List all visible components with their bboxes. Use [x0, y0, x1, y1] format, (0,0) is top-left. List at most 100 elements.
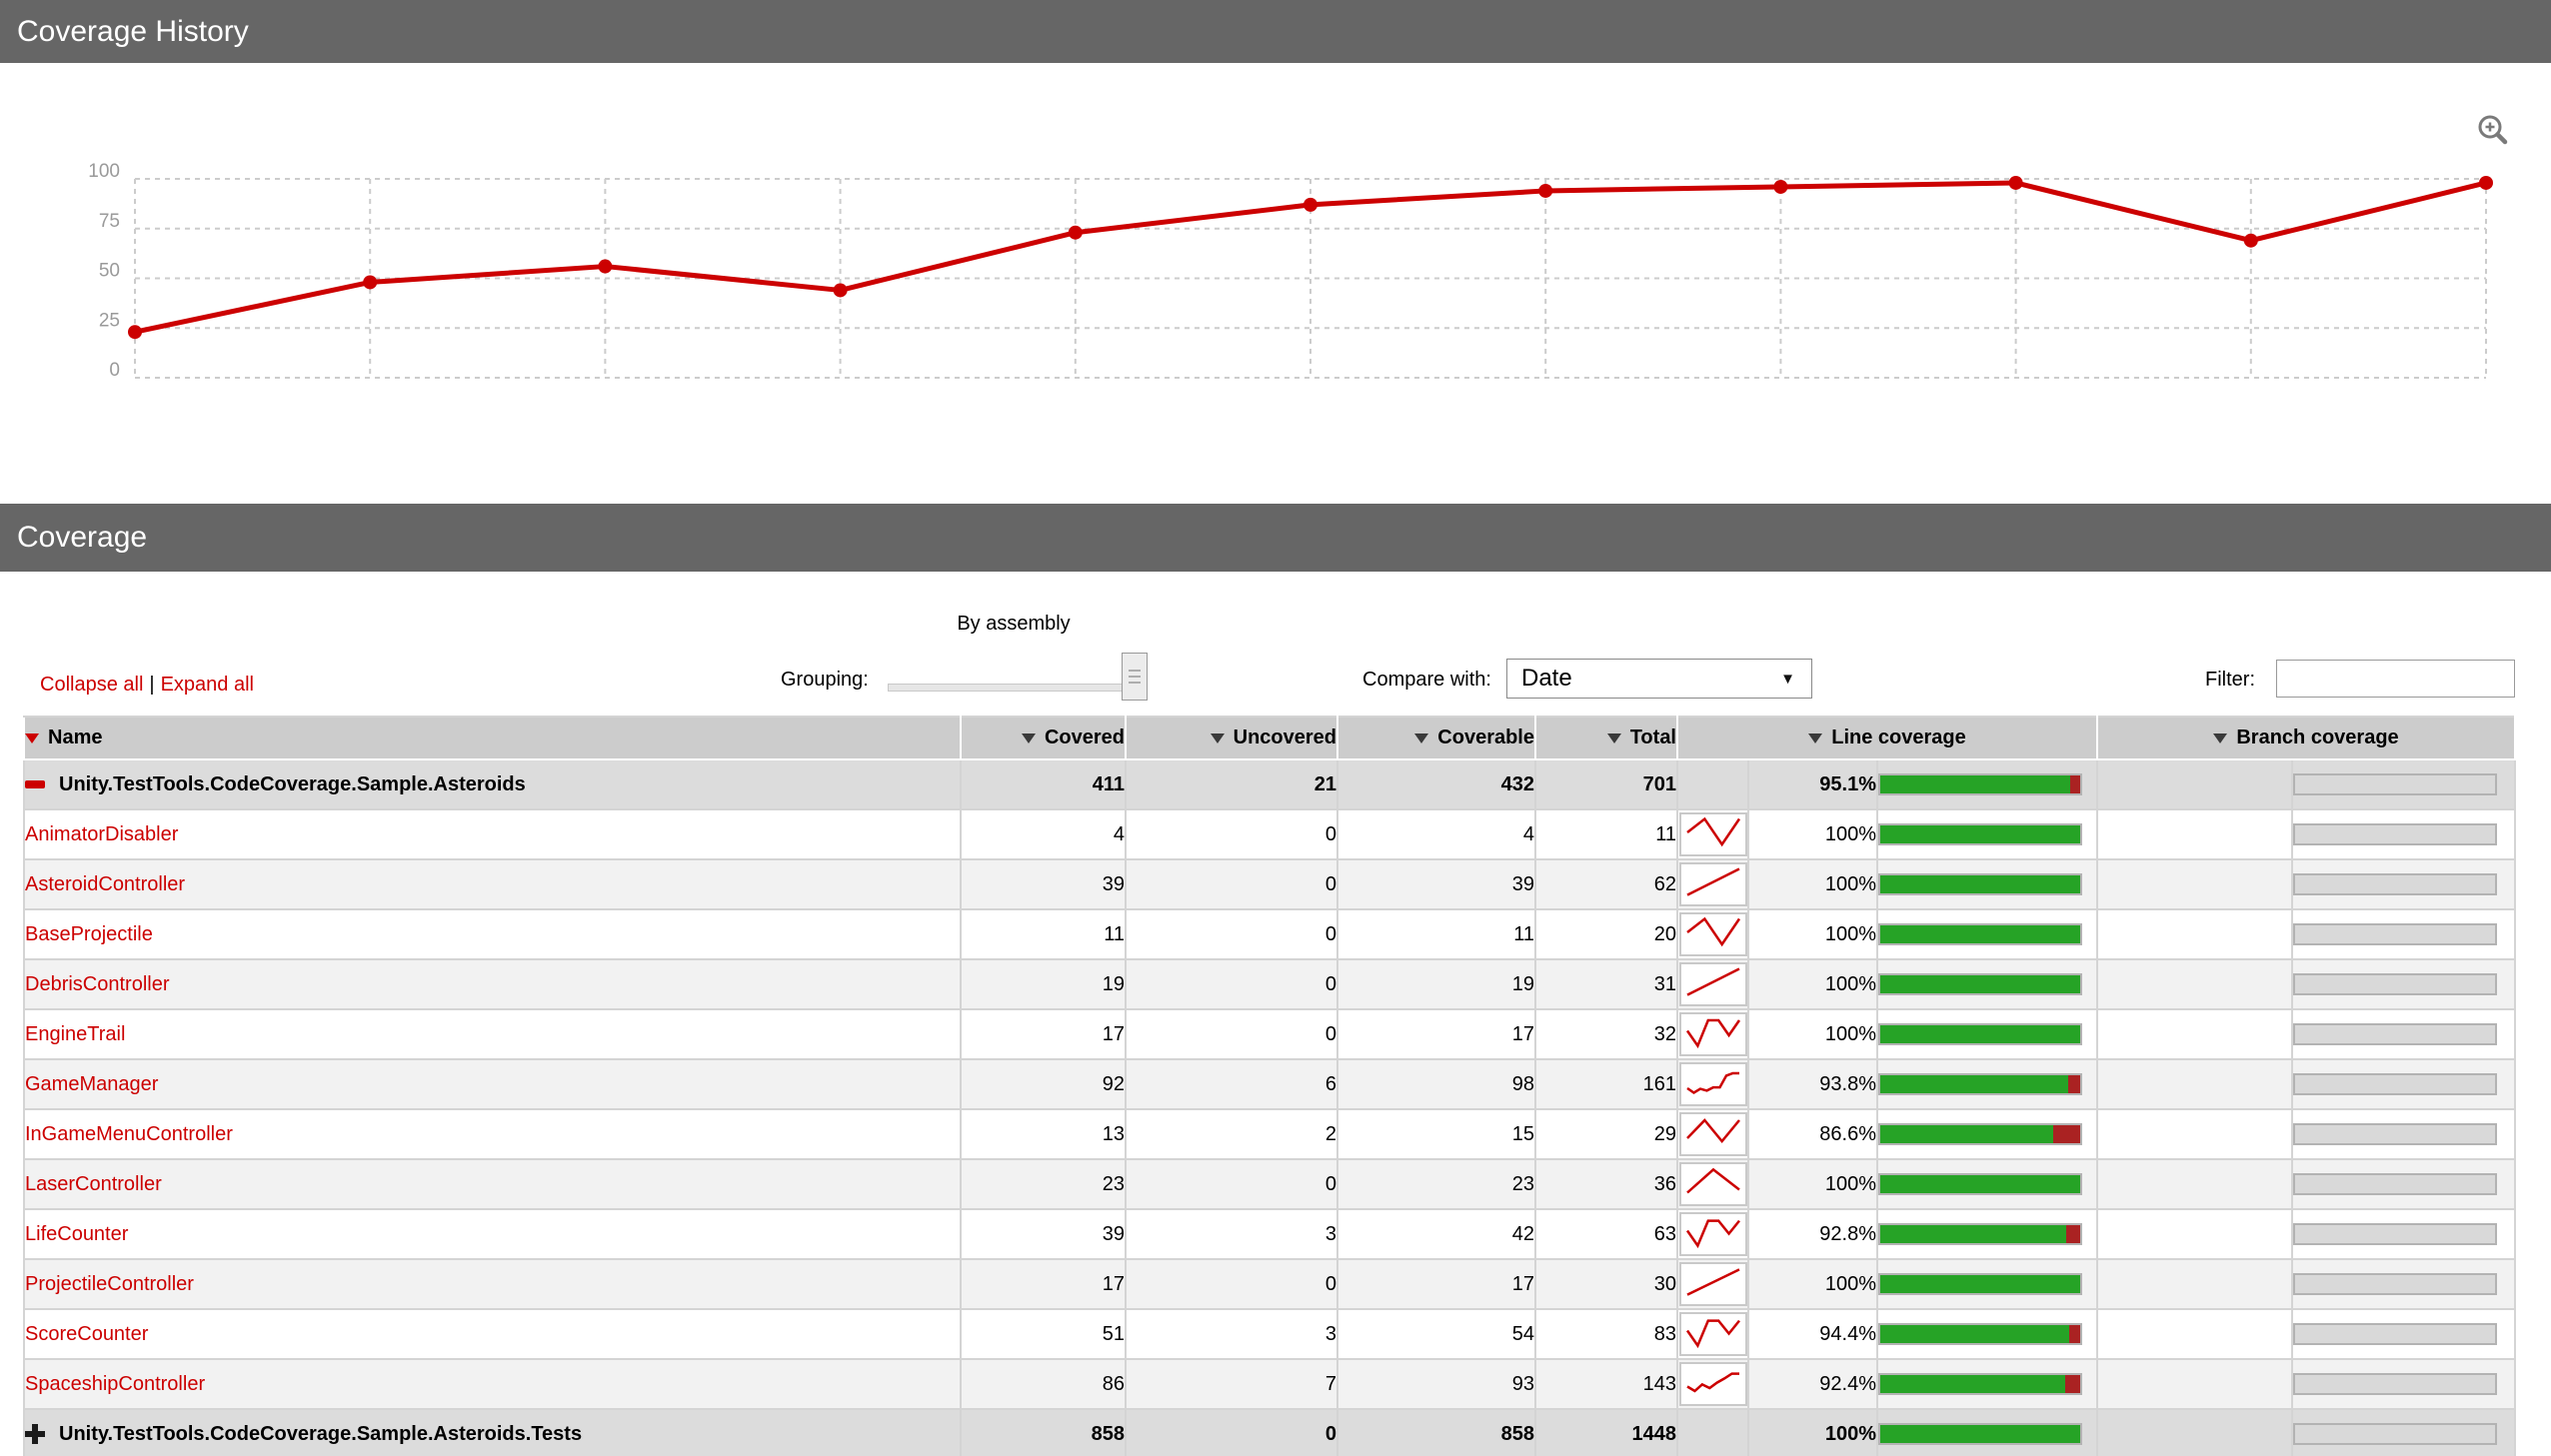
column-header-line-coverage[interactable]: Line coverage	[1676, 716, 2098, 760]
column-header-branch-coverage[interactable]: Branch coverage	[2095, 716, 2517, 760]
table-row: ProjectileController 17 0 17 30 100%	[23, 1258, 2517, 1310]
branch-coverage-percent	[2096, 1008, 2293, 1060]
total-cell: 30	[1534, 1258, 1678, 1310]
history-sparkline	[1679, 1362, 1746, 1406]
coverable-cell: 93	[1336, 1358, 1536, 1410]
branch-coverage-percent	[2096, 808, 2293, 860]
branch-coverage-bar	[2294, 1123, 2497, 1145]
class-link[interactable]: ScoreCounter	[25, 1322, 149, 1345]
history-sparkline	[1679, 1262, 1746, 1306]
table-row: DebrisController 19 0 19 31 100%	[23, 958, 2517, 1010]
line-coverage-percent: 100%	[1747, 1258, 1878, 1310]
table-row: EngineTrail 17 0 17 32 100%	[23, 1008, 2517, 1060]
history-sparkline	[1679, 1062, 1746, 1106]
branch-coverage-bar	[2294, 1323, 2497, 1345]
line-coverage-percent: 93.8%	[1747, 1058, 1878, 1110]
line-coverage-percent: 100%	[1747, 1408, 1878, 1456]
assembly-name[interactable]: Unity.TestTools.CodeCoverage.Sample.Aste…	[59, 772, 526, 795]
covered-cell: 23	[960, 1158, 1127, 1210]
total-cell: 161	[1534, 1058, 1678, 1110]
sort-caret-icon	[26, 732, 39, 743]
coverable-cell: 98	[1336, 1058, 1536, 1110]
branch-coverage-percent	[2096, 1408, 2293, 1456]
class-link[interactable]: ProjectileController	[25, 1272, 194, 1295]
history-title: Coverage History	[17, 15, 249, 48]
uncovered-cell: 0	[1125, 1258, 1338, 1310]
branch-coverage-bar-cell	[2290, 908, 2517, 960]
grouping-slider-track[interactable]	[888, 684, 1142, 692]
history-sparkline	[1679, 862, 1746, 906]
line-coverage-bar-cell	[1876, 858, 2098, 910]
uncovered-cell: 7	[1125, 1358, 1338, 1410]
class-link[interactable]: InGameMenuController	[25, 1122, 233, 1145]
line-coverage-bar	[1879, 1323, 2082, 1345]
class-link[interactable]: EngineTrail	[25, 1022, 126, 1045]
line-coverage-bar-cell	[1876, 1358, 2098, 1410]
sort-caret-icon	[2213, 732, 2228, 743]
column-header-uncovered[interactable]: Uncovered	[1125, 716, 1338, 760]
branch-coverage-bar-cell	[2290, 858, 2517, 910]
line-coverage-bar	[1879, 923, 2082, 945]
class-link[interactable]: AnimatorDisabler	[25, 822, 179, 845]
sparkline-cell	[1676, 958, 1749, 1010]
zoom-in-icon[interactable]	[2475, 112, 2511, 148]
collapse-all-link[interactable]: Collapse all	[40, 674, 144, 696]
sort-caret-icon	[1606, 732, 1621, 743]
coverable-cell: 17	[1336, 1008, 1536, 1060]
column-header-name[interactable]: Name	[23, 716, 962, 760]
line-coverage-bar	[1879, 1123, 2082, 1145]
line-coverage-percent: 100%	[1747, 1008, 1878, 1060]
line-coverage-bar-cell	[1876, 1058, 2098, 1110]
grouping-slider-thumb[interactable]	[1122, 653, 1148, 701]
column-header-total[interactable]: Total	[1534, 716, 1678, 760]
collapse-icon[interactable]	[26, 780, 45, 789]
class-link[interactable]: LifeCounter	[25, 1222, 129, 1245]
class-link[interactable]: LaserController	[25, 1172, 162, 1195]
line-coverage-bar-cell	[1876, 1008, 2098, 1060]
branch-coverage-bar	[2294, 773, 2497, 795]
uncovered-cell: 0	[1125, 1008, 1338, 1060]
sort-caret-icon	[1414, 732, 1429, 743]
uncovered-cell: 0	[1125, 808, 1338, 860]
name-cell: ScoreCounter	[23, 1308, 962, 1360]
column-header-covered[interactable]: Covered	[960, 716, 1127, 760]
branch-coverage-bar	[2294, 1373, 2497, 1395]
total-cell: 63	[1534, 1208, 1678, 1260]
branch-coverage-bar	[2294, 873, 2497, 895]
filter-input[interactable]	[2276, 660, 2515, 698]
branch-coverage-bar-cell	[2290, 1308, 2517, 1360]
class-link[interactable]: BaseProjectile	[25, 922, 153, 945]
branch-coverage-percent	[2096, 1108, 2293, 1160]
table-header-row: Name Covered Uncovered Coverable Total L…	[23, 716, 2517, 760]
name-cell: BaseProjectile	[23, 908, 962, 960]
expand-icon[interactable]	[26, 1424, 45, 1445]
class-link[interactable]: GameManager	[25, 1072, 159, 1095]
table-row: LifeCounter 39 3 42 63 92.8%	[23, 1208, 2517, 1260]
branch-coverage-percent	[2096, 1058, 2293, 1110]
branch-coverage-bar-cell	[2290, 1258, 2517, 1310]
history-sparkline	[1679, 1312, 1746, 1356]
branch-coverage-bar	[2294, 1273, 2497, 1295]
assembly-name[interactable]: Unity.TestTools.CodeCoverage.Sample.Aste…	[59, 1422, 583, 1445]
history-sparkline	[1679, 962, 1746, 1006]
uncovered-cell: 0	[1125, 858, 1338, 910]
line-coverage-bar	[1879, 773, 2082, 795]
branch-coverage-bar-cell	[2290, 1108, 2517, 1160]
line-coverage-bar-cell	[1876, 1408, 2098, 1456]
class-link[interactable]: DebrisController	[25, 972, 170, 995]
class-link[interactable]: AsteroidController	[25, 872, 186, 895]
line-coverage-bar	[1879, 823, 2082, 845]
compare-with-select[interactable]: Date ▼	[1506, 659, 1812, 699]
column-header-coverable[interactable]: Coverable	[1336, 716, 1536, 760]
covered-cell: 39	[960, 1208, 1127, 1260]
expand-all-link[interactable]: Expand all	[160, 674, 254, 696]
total-cell: 36	[1534, 1158, 1678, 1210]
branch-coverage-bar-cell	[2290, 958, 2517, 1010]
branch-coverage-bar	[2294, 1223, 2497, 1245]
coverable-cell: 4	[1336, 808, 1536, 860]
expand-collapse-links: Collapse all | Expand all	[40, 674, 254, 697]
line-coverage-percent: 100%	[1747, 858, 1878, 910]
name-cell: GameManager	[23, 1058, 962, 1110]
class-link[interactable]: SpaceshipController	[25, 1372, 206, 1395]
line-coverage-percent: 94.4%	[1747, 1308, 1878, 1360]
